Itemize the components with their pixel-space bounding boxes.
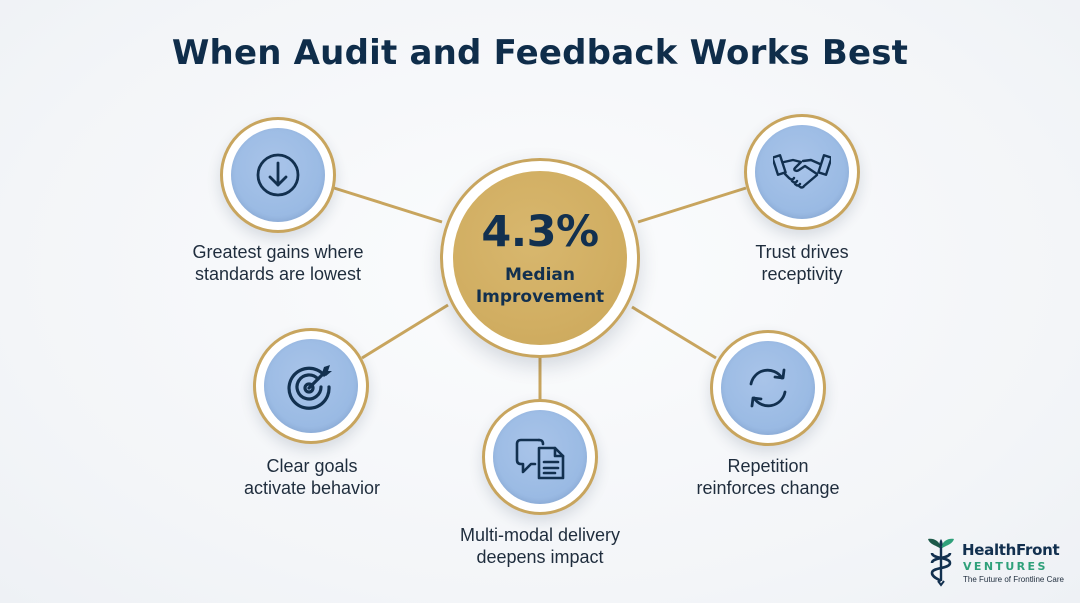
label-line-2: reinforces change [696,478,840,498]
label-line-1: Repetition [727,456,809,476]
node-label-multi-modal: Multi-modal delivery deepens impact [420,524,660,568]
page-title: When Audit and Feedback Works Best [171,33,909,73]
connector-line [631,305,717,360]
chat-document-icon [515,438,565,480]
label-line-2: activate behavior [243,478,381,498]
arrow-down-circle-icon [256,153,300,197]
node-label-trust: Trust drives receptivity [702,241,902,285]
label-line-1: Median [504,264,575,285]
label-line-1: Greatest gains where [192,242,364,262]
node-repetition [710,330,826,446]
center-hub: 4.3% Median Improvement [440,158,640,358]
handshake-icon [773,154,831,189]
median-improvement-label: Median Improvement [476,264,604,308]
node-label-lowest-standards: Greatest gains where standards are lowes… [168,241,388,285]
refresh-cycle-icon [749,368,787,408]
connector-line [361,303,449,360]
logo-tagline: The Future of Frontline Care [963,575,1064,584]
logo-brand: HealthFront [962,541,1060,559]
center-hub-fill: 4.3% Median Improvement [453,171,627,345]
connector-line [333,186,443,224]
node-label-clear-goals: Clear goals activate behavior [212,455,412,499]
median-improvement-value: 4.3% [481,206,599,257]
node-label-repetition: Repetition reinforces change [668,455,868,499]
healthfront-logo: HealthFront VENTURES The Future of Front… [926,533,1071,588]
label-line-1: Multi-modal delivery [459,525,621,545]
caduceus-leaf-icon [928,538,954,587]
node-lowest-standards [220,117,336,233]
label-line-2: receptivity [761,264,843,284]
label-line-1: Clear goals [266,456,358,476]
label-line-2: Improvement [475,286,605,307]
connector-line [637,186,747,224]
node-multi-modal [482,399,598,515]
logo-sub: VENTURES [963,560,1048,573]
label-line-2: deepens impact [476,547,604,567]
node-clear-goals [253,328,369,444]
label-line-1: Trust drives [755,242,849,262]
node-trust [744,114,860,230]
target-icon [287,365,332,410]
label-line-2: standards are lowest [194,264,362,284]
